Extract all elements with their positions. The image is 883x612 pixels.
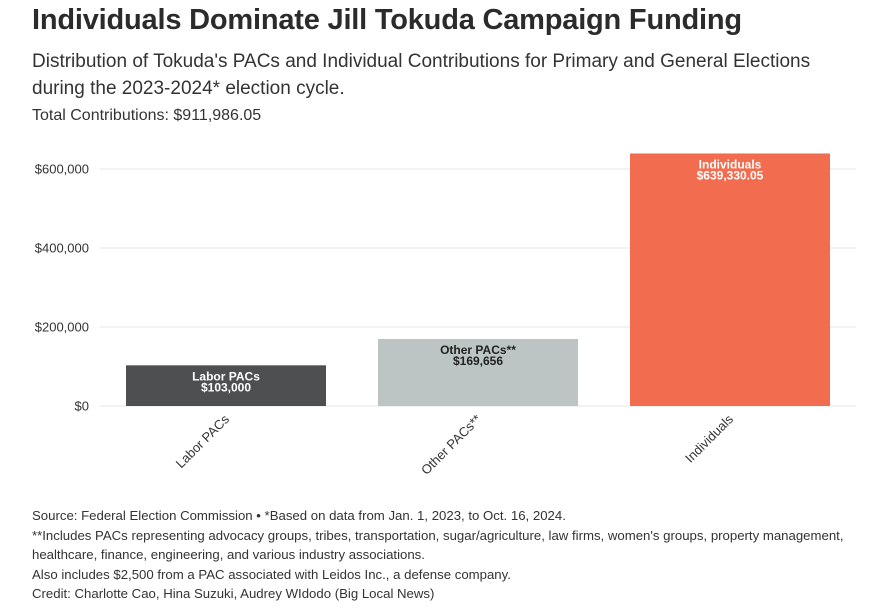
data-label-name: Individuals [699,157,762,171]
data-label-name: Labor PACs [192,369,260,383]
chart-notes: Source: Federal Election Commission • *B… [32,506,862,604]
chart-title: Individuals Dominate Jill Tokuda Campaig… [32,4,742,36]
data-label-value: $103,000 [201,380,251,394]
y-tick-label: $200,000 [35,320,89,335]
bar [126,365,326,406]
footnote-leidos: Also includes $2,500 from a PAC associat… [32,566,511,582]
source-note: Source: Federal Election Commission • *B… [32,508,566,523]
data-label-name: Other PACs** [440,343,516,357]
y-tick-label: $400,000 [35,241,89,256]
bar [378,338,578,406]
total-contributions: Total Contributions: $911,986.05 [32,107,262,124]
y-tick-label: $600,000 [35,162,89,177]
x-tick-label: Other PACs** [418,412,484,478]
x-tick-label: Labor PACs [173,411,233,471]
chart-subtitle: Distribution of Tokuda's PACs and Indivi… [32,51,811,99]
bar [630,153,830,406]
y-tick-label: $0 [75,399,89,414]
x-tick-label: Individuals [682,411,736,465]
credit-note: Credit: Charlotte Cao, Hina Suzuki, Audr… [32,586,435,601]
data-label-value: $169,656 [453,354,503,368]
footnote-pacs: **Includes PACs representing advocacy gr… [32,527,844,563]
data-label-value: $639,330.05 [697,168,764,182]
